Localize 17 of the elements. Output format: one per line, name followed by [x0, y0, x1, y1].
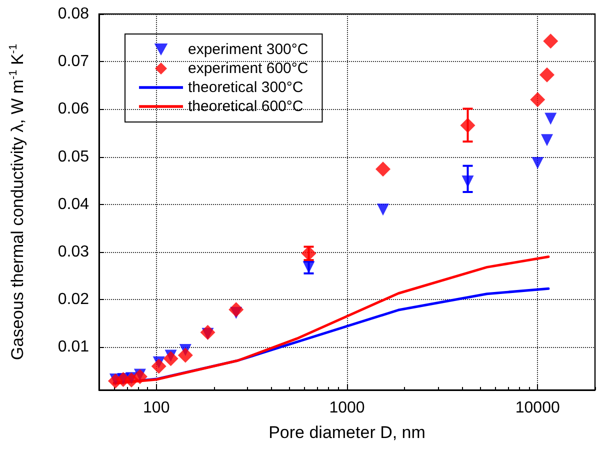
- y-tick-label: 0.05: [58, 148, 90, 166]
- legend-label: theoretical 600°C: [188, 98, 304, 115]
- x-axis-title: Pore diameter D, nm: [268, 423, 426, 442]
- y-tick-label: 0.07: [58, 53, 90, 70]
- x-tick-label: 1000: [329, 400, 365, 416]
- y-tick-label: 0.06: [58, 100, 90, 118]
- y-tick-label: 0.02: [58, 291, 90, 308]
- y-tick-label: 0.01: [58, 338, 90, 356]
- legend-label: experiment 300°C: [188, 41, 308, 58]
- x-tick-label: 100: [143, 400, 170, 416]
- legend-label: theoretical 300°C: [188, 79, 304, 96]
- y-tick-label: 0.03: [58, 243, 90, 260]
- legend-label: experiment 600°C: [188, 60, 308, 77]
- y-tick-label: 0.04: [58, 196, 90, 213]
- y-axis-title: Gaseous thermal conductivity λ, W m-1 K-1: [8, 44, 27, 360]
- x-tick-label: 10000: [515, 400, 560, 416]
- y-tick-label: 0.08: [58, 6, 90, 22]
